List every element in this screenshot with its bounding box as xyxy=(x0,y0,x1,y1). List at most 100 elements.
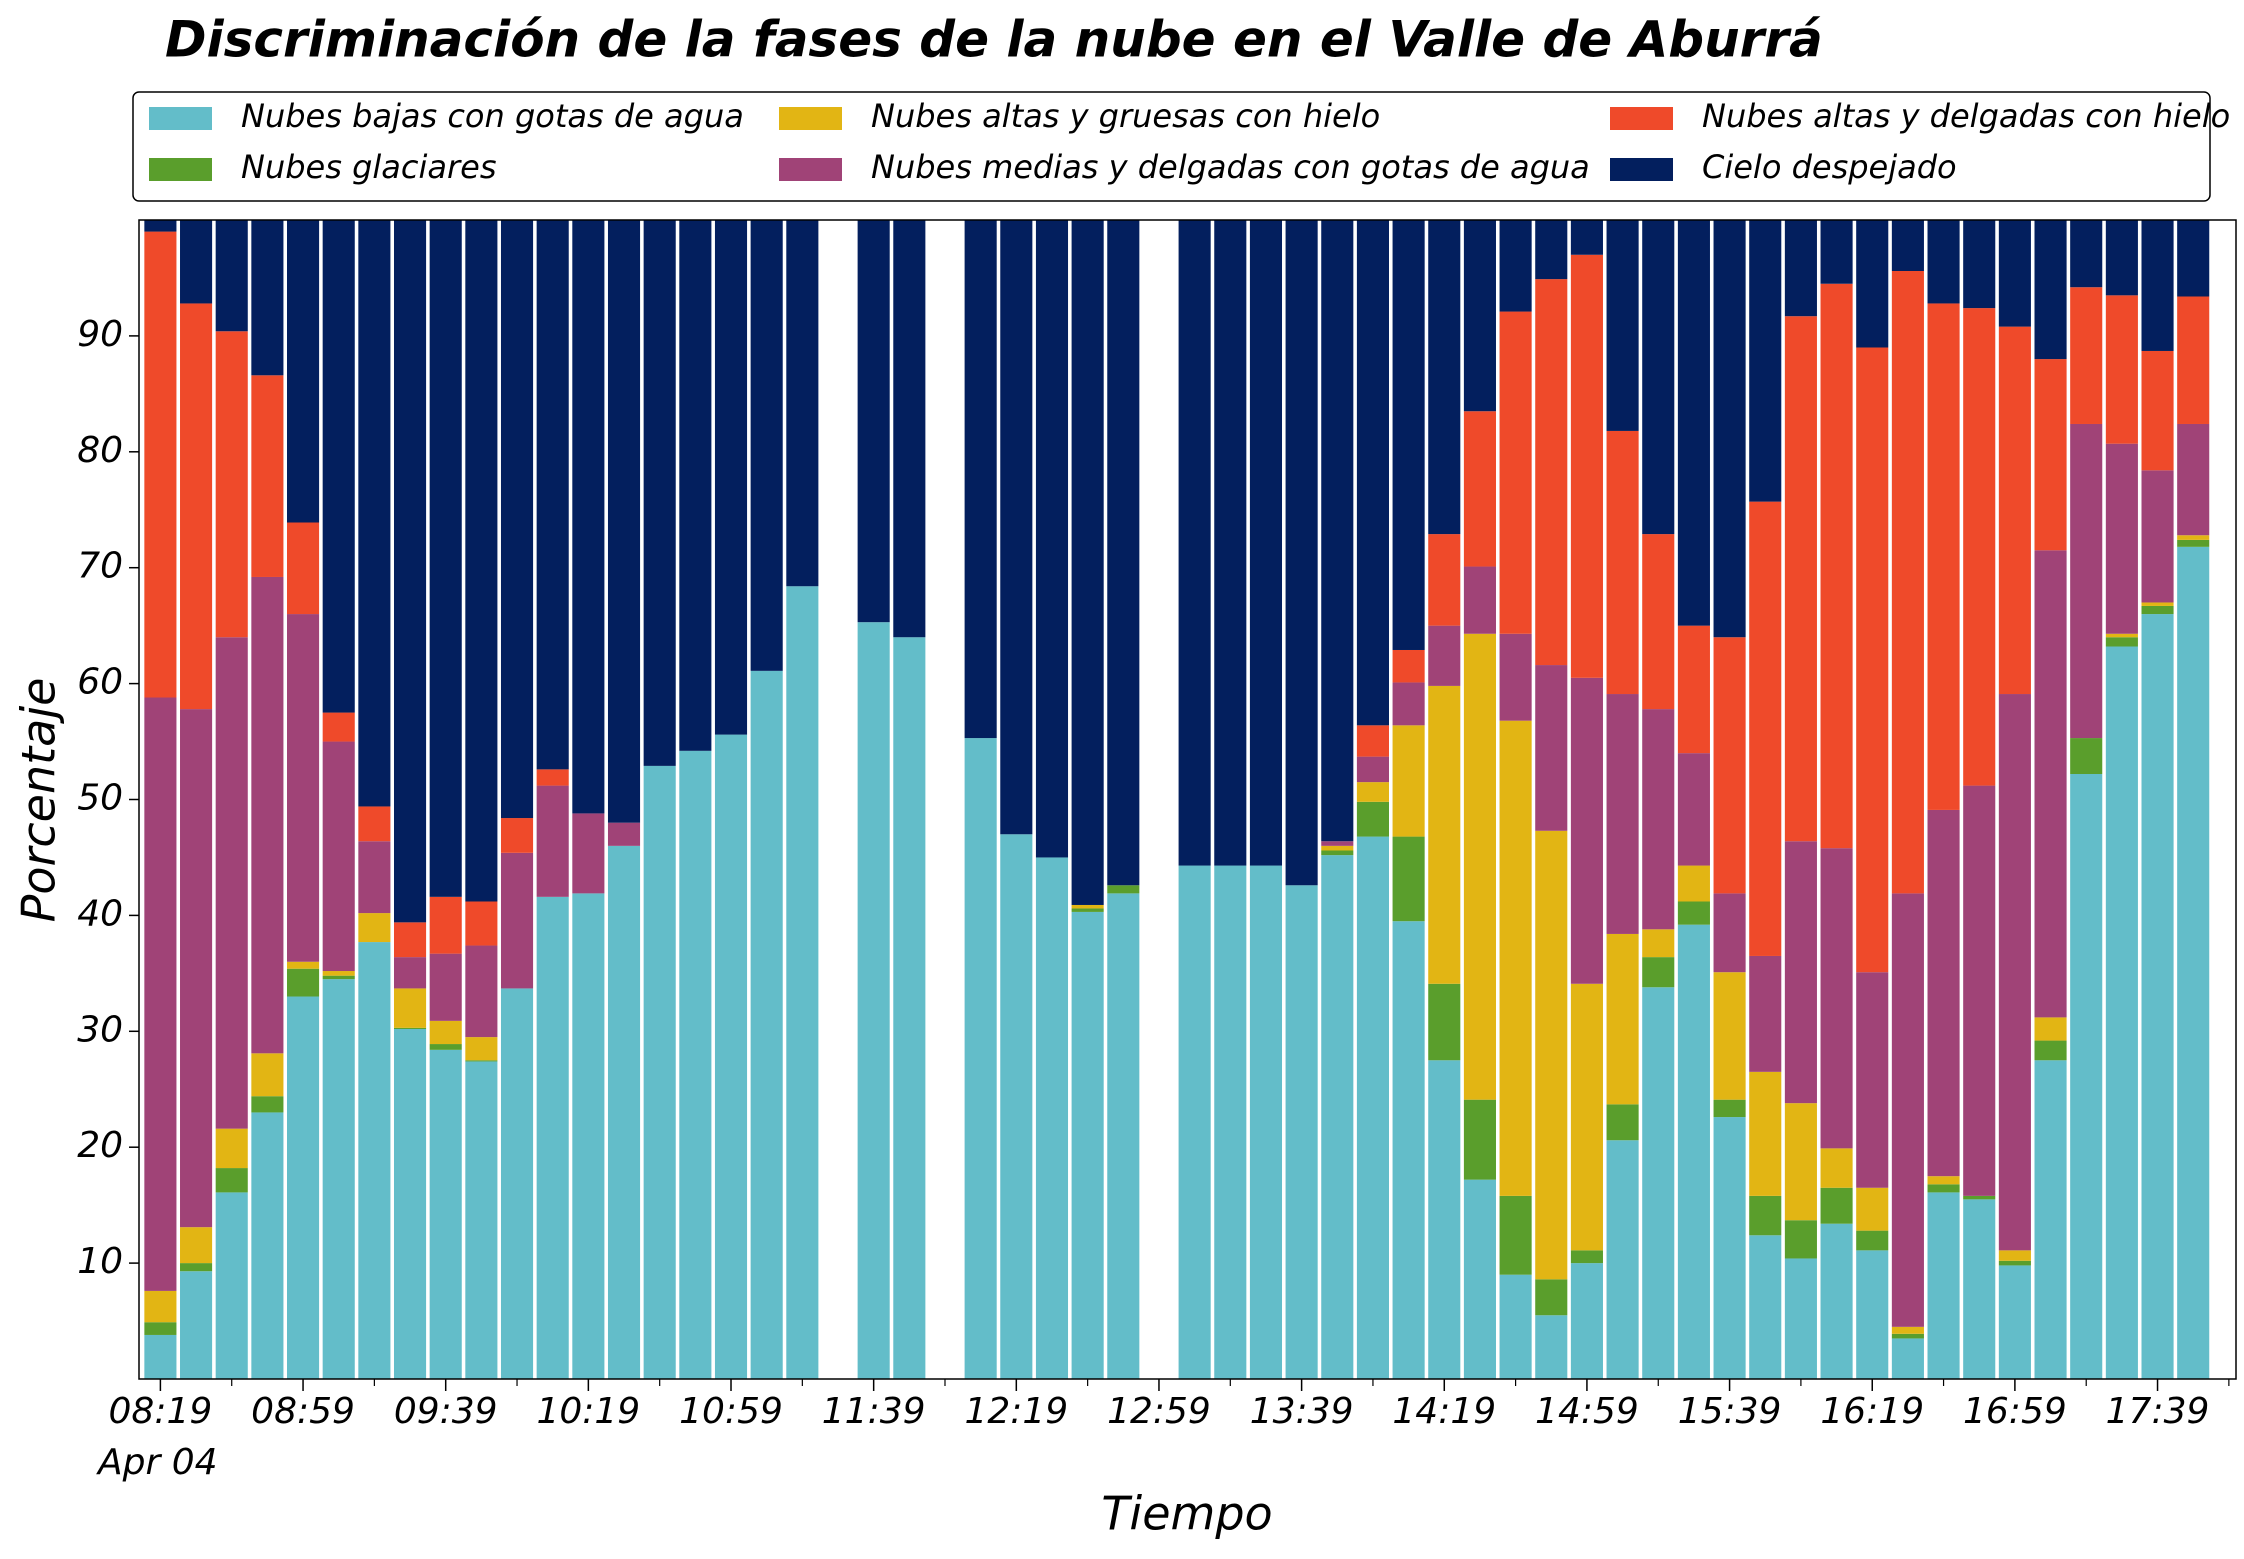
bar-segment xyxy=(1784,220,1817,317)
bar-segment xyxy=(2141,602,2174,606)
bar-segment xyxy=(1856,1187,1889,1231)
bar-segment xyxy=(1749,501,1782,956)
bar-segment xyxy=(1428,220,1461,535)
bar-segment xyxy=(1570,220,1603,255)
bar-segment xyxy=(429,953,462,1021)
bar-segment xyxy=(1428,1060,1461,1379)
bar-segment xyxy=(1356,725,1389,757)
bar-segment xyxy=(393,1027,427,1029)
bar-segment xyxy=(144,697,177,1291)
bar-segment xyxy=(893,220,926,638)
legend-swatch xyxy=(1610,107,1673,130)
bar-segment xyxy=(1107,885,1140,894)
bar-segment xyxy=(322,979,355,1379)
legend-swatch xyxy=(149,107,212,130)
bar-segment xyxy=(1606,933,1639,1105)
bar-segment xyxy=(536,785,569,897)
x-tick-label: 10:19 xyxy=(536,1391,640,1432)
bar-segment xyxy=(2177,539,2210,547)
bar-segment xyxy=(1606,694,1639,934)
bar-segment xyxy=(679,750,712,1379)
bar-segment xyxy=(2105,443,2138,634)
legend-label: Cielo despejado xyxy=(1702,148,1957,186)
y-tick-label: 80 xyxy=(77,430,123,471)
bar-segment xyxy=(429,1020,462,1045)
bar-segment xyxy=(1535,1315,1568,1379)
bar-segment xyxy=(2105,646,2138,1379)
bar-segment xyxy=(1535,830,1568,1280)
bar-segment xyxy=(465,1060,498,1062)
bar-segment xyxy=(1463,411,1496,567)
bar-segment xyxy=(1784,1258,1817,1379)
x-tick-label: 17:39 xyxy=(2106,1391,2210,1432)
x-tick-label: 15:39 xyxy=(1678,1391,1782,1432)
bar-segment xyxy=(893,637,926,1379)
y-tick-label: 40 xyxy=(77,893,123,934)
bar-segment xyxy=(1463,633,1496,1100)
bar-segment xyxy=(1107,893,1140,1379)
bar-segment xyxy=(1784,316,1817,842)
bar-segment xyxy=(643,765,676,1379)
bar-segment xyxy=(2070,220,2103,288)
bar-segment xyxy=(536,896,569,1379)
bar-segment xyxy=(1071,911,1104,1379)
bar-segment xyxy=(251,1112,284,1379)
bar-segment xyxy=(2141,614,2174,1379)
chart-title: Discriminación de la fases de la nube en… xyxy=(165,11,1823,69)
bar-segment xyxy=(2070,774,2103,1379)
bar-segment xyxy=(1927,1192,1960,1379)
legend-swatch xyxy=(149,158,212,181)
bar-segment xyxy=(1392,725,1425,837)
bar-segment xyxy=(2105,633,2138,638)
bar-segment xyxy=(1749,1195,1782,1236)
bar-segment xyxy=(1891,893,1924,1327)
x-tick-label: 11:39 xyxy=(822,1391,926,1432)
bar-segment xyxy=(1535,1279,1568,1316)
bar-segment xyxy=(1463,566,1496,634)
bar-segment xyxy=(2141,605,2174,615)
x-tick-label: 13:39 xyxy=(1250,1391,1354,1432)
bar-segment xyxy=(465,1037,498,1061)
bar-segment xyxy=(215,331,248,638)
bar-segment xyxy=(180,1227,213,1264)
bar-segment xyxy=(1642,534,1675,710)
bar-segment xyxy=(358,942,391,1379)
bar-segment xyxy=(1535,279,1568,666)
bar-segment xyxy=(1891,270,1924,894)
bar-segment xyxy=(1249,220,1283,866)
bar-segment xyxy=(1749,1071,1782,1196)
bar-segment xyxy=(144,231,177,698)
bar-segment xyxy=(429,1044,462,1050)
bar-segment xyxy=(1249,865,1283,1379)
bar-segment xyxy=(1463,220,1496,412)
bar-segment xyxy=(144,1290,177,1323)
bar-segment xyxy=(2034,1040,2067,1061)
x-tick-label: 12:59 xyxy=(1107,1391,1211,1432)
bar-segment xyxy=(1713,220,1746,638)
legend-label: Nubes bajas con gotas de agua xyxy=(241,97,744,135)
bar-segment xyxy=(1356,836,1389,1379)
x-tick-label: 10:59 xyxy=(679,1391,783,1432)
legend-swatch xyxy=(779,158,842,181)
bar-segment xyxy=(215,220,248,332)
bar-segment xyxy=(1677,625,1710,754)
bar-segment xyxy=(1463,1099,1496,1180)
bar-segment xyxy=(2177,423,2210,536)
bar-segment xyxy=(251,375,284,577)
bar-segment xyxy=(1356,782,1389,802)
bar-segment xyxy=(1321,845,1354,851)
bar-segment xyxy=(1820,220,1853,284)
bar-segment xyxy=(1784,841,1817,1104)
bar-segment xyxy=(1642,220,1675,535)
bar-segment xyxy=(1071,220,1104,905)
bar-segment xyxy=(287,968,320,997)
bar-segment xyxy=(1820,1223,1853,1379)
bar-segment xyxy=(1499,311,1532,634)
bar-segment xyxy=(857,622,890,1379)
bar-segment xyxy=(2070,738,2103,775)
bar-segment xyxy=(251,576,284,1054)
legend-swatch xyxy=(779,107,842,130)
y-tick-label: 30 xyxy=(77,1009,123,1050)
bar-segment xyxy=(322,712,355,742)
